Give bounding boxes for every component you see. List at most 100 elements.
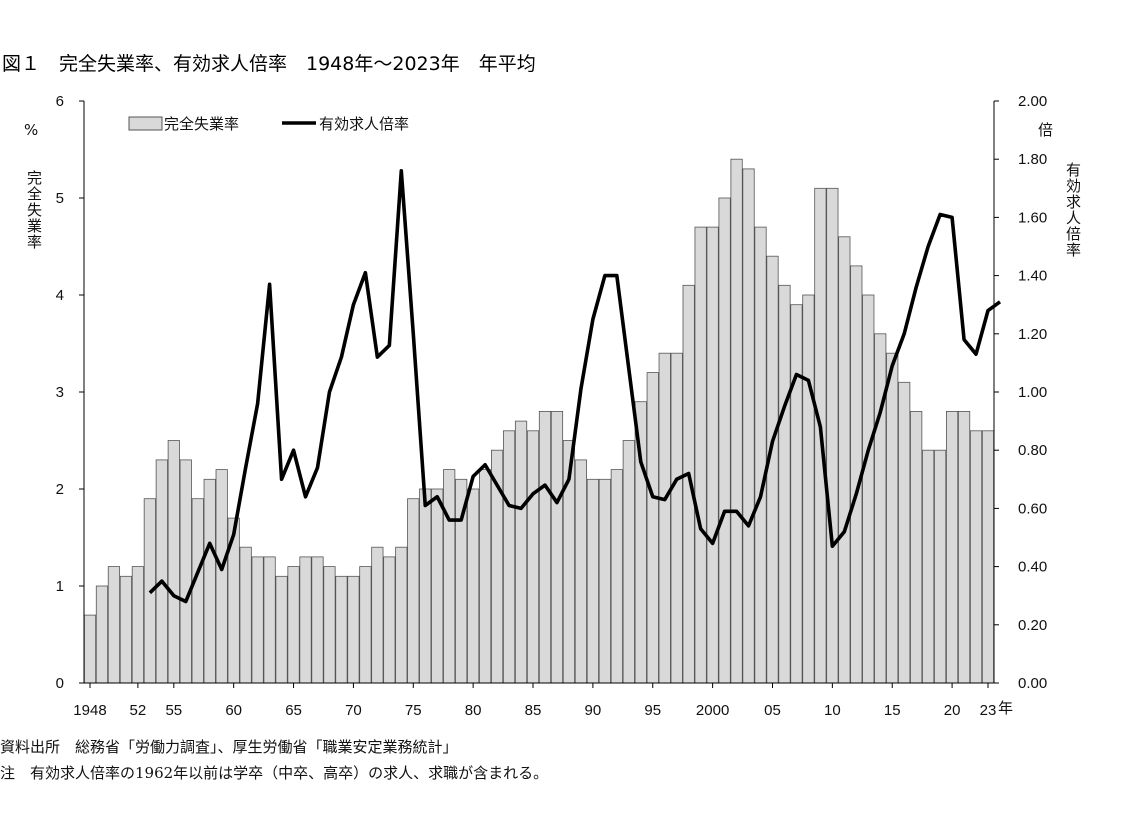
bar-1966 xyxy=(299,556,312,684)
y-left-tick-label: 0 xyxy=(56,675,64,692)
x-tick-label: 60 xyxy=(225,702,242,719)
ratio-line xyxy=(148,169,1002,604)
y-left-tick-label: 2 xyxy=(56,481,64,498)
y-left-tick-label: 1 xyxy=(56,578,64,595)
bar-1977 xyxy=(431,488,444,684)
bar-2016 xyxy=(898,381,911,684)
bar-1963 xyxy=(263,556,276,684)
x-tick-label: 65 xyxy=(285,702,302,719)
bar-1969 xyxy=(335,575,348,684)
bar-1959 xyxy=(215,469,228,684)
y-right-tick-label: 0.60 xyxy=(1018,500,1047,517)
bar-2001 xyxy=(718,197,731,684)
x-tick-label: 1948 xyxy=(73,702,106,719)
x-tick-label: 90 xyxy=(585,702,602,719)
bar-1972 xyxy=(371,546,384,684)
y-left-tick-label: 4 xyxy=(56,287,64,304)
y-right-tick-label: 1.40 xyxy=(1018,268,1047,285)
bar-2022 xyxy=(969,430,983,684)
y-left-tick-label: 3 xyxy=(56,384,64,401)
bar-2000 xyxy=(706,226,719,684)
bar-1978 xyxy=(443,469,456,684)
bar-1987 xyxy=(550,410,564,684)
bar-2008 xyxy=(802,294,815,684)
source-note: 資料出所 総務省「労働力調査」、厚生労働省「職業安定業務統計」 xyxy=(0,738,458,756)
y-right-tick-label: 1.00 xyxy=(1018,384,1047,401)
x-tick-label: 05 xyxy=(764,702,781,719)
legend-bar-label: 完全失業率 xyxy=(164,115,239,133)
y-right-tick-label: 1.80 xyxy=(1018,151,1047,168)
x-tick-label: 55 xyxy=(165,702,182,719)
bar-2006 xyxy=(778,284,791,684)
bar-2011 xyxy=(838,236,851,684)
bar-1984 xyxy=(514,420,528,684)
y-left-ticks: 0 1 2 3 4 5 6 xyxy=(56,93,84,692)
bar-1992 xyxy=(610,469,623,684)
y-right-tick-label: 1.60 xyxy=(1018,209,1047,226)
y-left-tick-label: 5 xyxy=(56,190,64,207)
y-right-unit: 倍 xyxy=(1038,121,1053,139)
y-right-tick-label: 0.00 xyxy=(1018,675,1047,692)
bar-2013 xyxy=(862,294,875,684)
x-tick-label: 52 xyxy=(130,702,147,719)
bar-2023 xyxy=(981,430,995,684)
bar-2017 xyxy=(910,410,923,684)
legend: 完全失業率 有効求人倍率 xyxy=(128,115,409,133)
x-tick-label: 2000 xyxy=(696,702,729,719)
y-right-title: 有効求人倍率 xyxy=(1064,162,1082,258)
bar-1986 xyxy=(538,410,552,684)
bar-2014 xyxy=(874,333,887,684)
footnote: 注 有効求人倍率の1962年以前は学卒（中卒、高卒）の求人、求職が含まれる。 xyxy=(0,764,548,782)
bar-1971 xyxy=(359,566,372,684)
bar-1999 xyxy=(694,226,707,684)
bar-1964 xyxy=(275,575,288,684)
bar-2003 xyxy=(742,168,755,684)
bar-2002 xyxy=(730,158,743,684)
bar-1980 xyxy=(467,488,480,684)
bar-1965 xyxy=(287,566,300,684)
bar-1993 xyxy=(622,440,635,684)
bar-1951 xyxy=(119,575,132,684)
bar-2004 xyxy=(754,226,767,684)
y-left-unit: % xyxy=(24,121,38,139)
bar-2018 xyxy=(922,449,935,684)
bar-2020 xyxy=(946,410,959,684)
bar-1976 xyxy=(419,488,432,684)
y-right-tick-label: 0.80 xyxy=(1018,442,1047,459)
bar-2021 xyxy=(957,410,971,684)
bar-series xyxy=(83,158,995,684)
x-tick-label: 70 xyxy=(345,702,362,719)
bar-1973 xyxy=(383,556,396,684)
bar-1985 xyxy=(526,430,540,684)
bar-1983 xyxy=(502,430,516,684)
bar-1962 xyxy=(251,556,264,684)
bar-1961 xyxy=(239,546,252,684)
y-right-tick-label: 2.00 xyxy=(1018,93,1047,110)
bar-1981 xyxy=(479,469,492,684)
x-tick-label: 20 xyxy=(944,702,961,719)
y-right-ticks: 0.00 0.20 0.40 0.60 0.80 1.00 1.20 1.40 1.60 1.80… xyxy=(994,93,1047,692)
bar-1997 xyxy=(670,352,683,684)
x-tick-label: 23 xyxy=(980,702,997,719)
bar-1996 xyxy=(658,352,671,684)
bar-1968 xyxy=(323,566,336,684)
x-axis-unit: 年 xyxy=(998,699,1013,717)
bar-2005 xyxy=(766,255,779,684)
bar-1974 xyxy=(395,546,408,684)
y-left-tick-label: 6 xyxy=(56,93,64,110)
bar-1956 xyxy=(179,459,192,684)
legend-bar-swatch xyxy=(128,116,163,131)
bar-1991 xyxy=(598,478,611,684)
bar-2015 xyxy=(886,352,899,684)
bar-1957 xyxy=(191,498,204,684)
x-tick-label: 15 xyxy=(884,702,901,719)
x-tick-label: 85 xyxy=(525,702,542,719)
y-left-title: 完全失業率 xyxy=(25,170,43,250)
bar-1950 xyxy=(107,566,121,684)
bar-1989 xyxy=(574,459,587,684)
bar-1995 xyxy=(646,372,659,684)
bar-1949 xyxy=(95,585,109,684)
bar-1955 xyxy=(167,440,180,684)
x-tick-label: 95 xyxy=(644,702,661,719)
